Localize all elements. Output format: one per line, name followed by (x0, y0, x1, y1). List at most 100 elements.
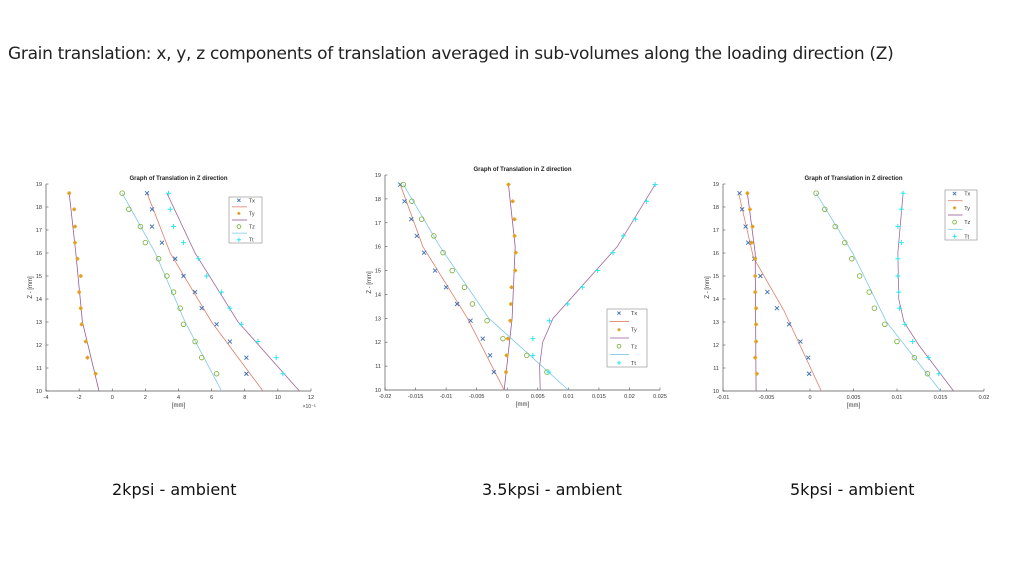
data-point-tz (500, 335, 506, 342)
data-point-tz (911, 354, 918, 361)
legend-label-tz: Tz (249, 225, 255, 231)
x-tick-label: 0.005 (531, 394, 545, 400)
legend-label-tx: Tx (964, 192, 970, 198)
data-point-tz (461, 284, 468, 290)
y-tick-label: 14 (36, 297, 42, 303)
chart-1: -4 -2 0 2 4 6 8 10 12 10 11 12 13 14 15 16 17 18 19 Graph o… (28, 176, 316, 410)
data-point-ty-star (504, 370, 508, 375)
x-tick-label: 0.01 (563, 394, 574, 400)
y-tick-label: 19 (36, 182, 42, 188)
data-point-ty-star (512, 217, 517, 222)
data-point-tx (214, 321, 219, 327)
legend-marker-tt (616, 360, 622, 365)
y-tick-label: 10 (713, 389, 719, 395)
legend-marker-tx (236, 198, 241, 203)
x-tick-label: 0.02 (624, 394, 635, 400)
data-point-tz (484, 318, 490, 324)
x-tick-label: 0 (506, 394, 509, 400)
data-point-tx (805, 355, 811, 360)
legend-label-tt: Tt (249, 238, 254, 244)
fit-line-tz (815, 192, 941, 392)
data-point-tx (192, 289, 198, 295)
data-point-tx (199, 305, 205, 311)
data-point-tz (440, 249, 446, 256)
data-point-tz (137, 223, 144, 230)
data-point-tz (164, 273, 170, 279)
data-point-tx (432, 268, 438, 273)
data-point-ty-star (75, 256, 80, 261)
x-tick-label: 2 (144, 395, 147, 401)
y-tick-label: 14 (713, 297, 719, 303)
x-tick-label: -0.01 (717, 395, 730, 401)
x-tick-label: -0.015 (408, 394, 424, 400)
data-point-tx (765, 289, 770, 295)
x-tick-label: 12 (308, 395, 314, 401)
data-point-tt (644, 198, 650, 204)
data-point-ty-star (72, 240, 77, 245)
x-axis-label: [mm] (516, 402, 530, 408)
x-tick-label: -2 (77, 395, 82, 401)
legend-marker-tx (952, 191, 957, 196)
data-point-tx (414, 233, 420, 239)
data-point-tz (213, 371, 220, 377)
data-point-ty-star (512, 233, 517, 238)
data-point-tz (856, 273, 863, 279)
fit-line-tt (897, 193, 954, 392)
data-point-tt (898, 240, 904, 246)
data-point-tt (166, 190, 172, 196)
data-point-tt (227, 305, 233, 311)
legend-label-ty: Ty (631, 328, 637, 334)
legend-marker-tz (236, 224, 242, 229)
data-point-ty-star (77, 290, 82, 295)
data-point-ty-star (93, 371, 98, 376)
data-point-ty-star (504, 353, 509, 358)
y-tick-label: 12 (713, 343, 719, 349)
data-point-tt (204, 273, 210, 279)
data-point-tz (822, 206, 828, 212)
y-tick-label: 19 (713, 182, 719, 188)
data-point-ty-star (754, 306, 759, 311)
y-tick-label: 11 (36, 366, 42, 372)
y-axis-label: Z - [mm] (367, 271, 373, 294)
data-point-tz (469, 301, 476, 307)
data-point-tx (172, 256, 178, 262)
data-point-tt (610, 250, 616, 256)
data-point-tz (449, 267, 455, 274)
data-point-tt (902, 321, 908, 327)
data-point-tx (181, 273, 186, 279)
y-tick-label: 14 (375, 292, 381, 298)
data-point-tx (758, 273, 763, 279)
data-point-ty-star (750, 224, 755, 229)
data-point-tz (142, 239, 149, 246)
slide-heading: Grain translation: x, y, z components of… (8, 44, 894, 64)
data-point-tx (491, 369, 497, 375)
data-point-tt (530, 352, 536, 358)
data-point-ty-star (745, 191, 750, 196)
data-point-tz (871, 305, 878, 311)
fit-line-tx (738, 193, 822, 392)
data-point-tt (273, 355, 279, 361)
fit-line-tz (402, 184, 569, 391)
y-tick-label: 15 (375, 269, 381, 275)
y-tick-label: 16 (36, 251, 42, 257)
data-point-tt (900, 190, 906, 196)
y-tick-label: 10 (36, 389, 42, 395)
data-point-tt (620, 233, 626, 239)
data-point-tx (480, 336, 486, 341)
chart-title: Graph of Translation in Z direction (804, 176, 902, 182)
fit-line-ty (503, 184, 516, 391)
x-axis-label: [mm] (847, 403, 861, 409)
legend-label-tt: Tt (964, 234, 969, 240)
data-point-ty-star (510, 199, 515, 204)
x-tick-label: 0.02 (979, 395, 990, 401)
data-point-tz (849, 256, 855, 262)
legend-marker-ty-star (617, 328, 621, 332)
fit-line-tt (166, 193, 300, 392)
data-point-ty-star (78, 306, 83, 311)
x-tick-label: 0 (808, 395, 811, 401)
data-point-tx (806, 371, 812, 377)
data-point-tz (155, 256, 162, 262)
data-point-tz (400, 181, 407, 188)
x-tick-label: -0.01 (440, 394, 453, 400)
fit-line-tx (399, 184, 505, 391)
